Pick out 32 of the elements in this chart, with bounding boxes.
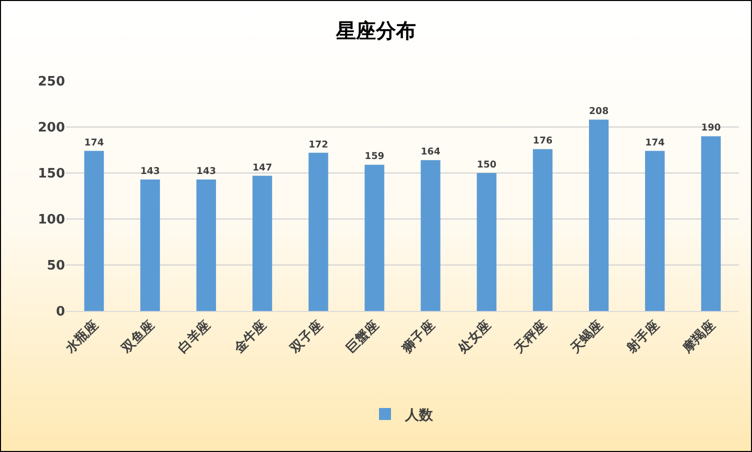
x-tick-label: 处女座	[454, 317, 494, 357]
x-tick-label: 天蝎座	[566, 317, 606, 357]
data-label: 174	[645, 137, 666, 148]
x-tick-label: 水瓶座	[62, 317, 102, 357]
y-tick-label: 50	[46, 258, 65, 274]
y-tick-label: 0	[56, 304, 65, 320]
data-label: 147	[252, 162, 272, 174]
data-label: 159	[364, 151, 384, 162]
data-label: 150	[476, 159, 497, 170]
x-tick-label: 射手座	[622, 317, 662, 357]
y-tick-label: 200	[38, 120, 65, 136]
data-label: 190	[701, 122, 722, 134]
x-tick-label: 双鱼座	[118, 317, 158, 357]
y-tick-label: 250	[38, 74, 65, 90]
data-label: 164	[420, 146, 441, 158]
chart-title: 星座分布	[335, 18, 416, 42]
legend-label: 人数	[404, 407, 434, 424]
y-tick-label: 100	[38, 212, 65, 228]
data-label: 143	[196, 166, 216, 177]
x-tick-label: 白羊座	[174, 317, 214, 356]
x-tick-label: 狮子座	[398, 317, 438, 357]
x-tick-label: 金牛座	[230, 317, 270, 357]
y-tick-label: 150	[38, 166, 65, 182]
x-tick-label: 双子座	[286, 317, 326, 357]
x-tick-label: 巨蟹座	[342, 317, 382, 356]
data-label: 143	[140, 166, 160, 177]
data-label: 172	[308, 139, 328, 150]
data-label: 176	[532, 136, 553, 147]
data-label: 208	[588, 106, 609, 118]
x-tick-label: 天秤座	[510, 317, 550, 357]
data-label: 174	[84, 137, 104, 148]
x-tick-label: 摩羯座	[678, 317, 718, 357]
